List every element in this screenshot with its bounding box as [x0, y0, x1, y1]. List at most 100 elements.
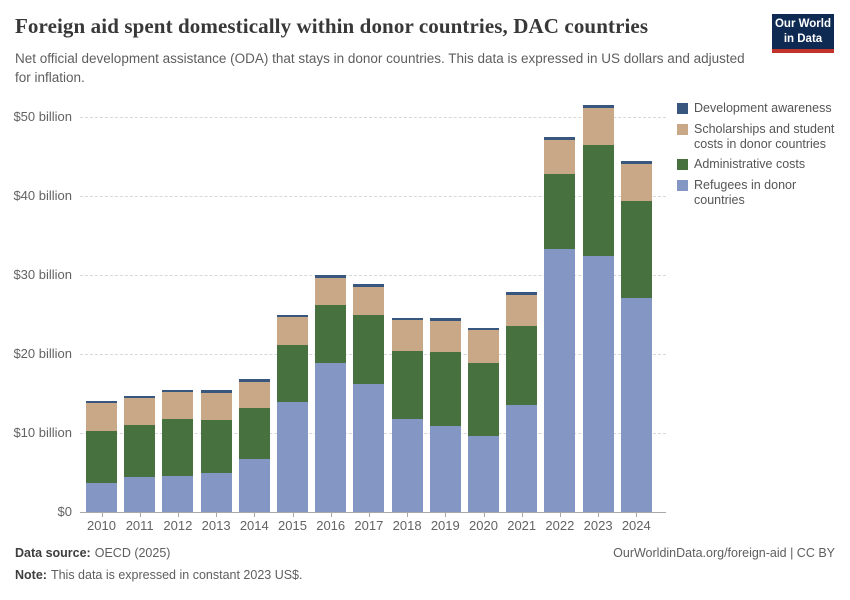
x-axis-label-2015: 2015 [278, 518, 307, 533]
bar-segment-development-awareness-2015[interactable] [277, 314, 308, 317]
bar-segment-refugees-in-donor-countries-2019[interactable] [429, 425, 461, 512]
bar-2010[interactable] [86, 400, 117, 512]
legend-label-scholarships-and-student-costs-in-donor-countries: Scholarships and student costs in donor … [694, 121, 835, 151]
bar-segment-development-awareness-2016[interactable] [315, 275, 347, 279]
credit-link[interactable]: OurWorldinData.org/foreign-aid | CC BY [613, 546, 835, 560]
bar-segment-refugees-in-donor-countries-2022[interactable] [544, 248, 576, 512]
bar-segment-scholarships-and-student-costs-in-donor-countries-2015[interactable] [277, 316, 308, 346]
bar-segment-administrative-costs-2018[interactable] [391, 350, 423, 419]
bar-segment-development-awareness-2017[interactable] [353, 283, 385, 287]
bar-segment-refugees-in-donor-countries-2017[interactable] [353, 384, 385, 512]
bar-2012[interactable] [162, 389, 194, 512]
bar-segment-administrative-costs-2010[interactable] [86, 431, 117, 483]
bar-segment-administrative-costs-2021[interactable] [506, 325, 538, 406]
legend-item-refugees-in-donor-countries[interactable]: Refugees in donor countries [677, 178, 845, 208]
x-axis-tick [483, 512, 485, 517]
x-axis-tick [636, 512, 638, 517]
bar-segment-development-awareness-2023[interactable] [582, 105, 614, 109]
bar-segment-administrative-costs-2014[interactable] [238, 407, 270, 460]
bar-segment-refugees-in-donor-countries-2013[interactable] [200, 473, 232, 512]
bar-segment-scholarships-and-student-costs-in-donor-countries-2024[interactable] [620, 163, 652, 201]
bar-segment-scholarships-and-student-costs-in-donor-countries-2020[interactable] [468, 330, 499, 364]
bar-segment-administrative-costs-2020[interactable] [468, 363, 499, 437]
bar-2021[interactable] [506, 291, 538, 512]
bar-segment-refugees-in-donor-countries-2014[interactable] [238, 459, 270, 512]
bar-segment-refugees-in-donor-countries-2015[interactable] [277, 402, 308, 512]
bar-segment-administrative-costs-2012[interactable] [162, 418, 194, 476]
legend-item-development-awareness[interactable]: Development awareness [677, 101, 845, 116]
bar-segment-refugees-in-donor-countries-2011[interactable] [124, 477, 156, 512]
bar-2018[interactable] [391, 317, 423, 512]
bar-segment-development-awareness-2012[interactable] [162, 389, 194, 392]
bar-segment-administrative-costs-2017[interactable] [353, 315, 385, 384]
bar-segment-administrative-costs-2019[interactable] [429, 351, 461, 426]
x-axis-label-2013: 2013 [201, 518, 231, 533]
bar-segment-development-awareness-2013[interactable] [200, 390, 232, 393]
bar-2017[interactable] [353, 283, 385, 512]
bar-segment-administrative-costs-2016[interactable] [315, 305, 347, 363]
x-axis-label-2017: 2017 [354, 518, 384, 533]
x-axis-tick [559, 512, 561, 517]
bar-2023[interactable] [582, 105, 614, 512]
y-axis-tick-label: $30 billion [13, 267, 72, 282]
bar-2016[interactable] [315, 275, 347, 512]
legend-item-scholarships-and-student-costs-in-donor-countries[interactable]: Scholarships and student costs in donor … [677, 122, 845, 152]
bar-2014[interactable] [238, 379, 270, 512]
bar-segment-scholarships-and-student-costs-in-donor-countries-2010[interactable] [86, 402, 117, 432]
bar-segment-development-awareness-2019[interactable] [429, 318, 461, 321]
bar-segment-administrative-costs-2011[interactable] [124, 425, 156, 478]
bar-segment-scholarships-and-student-costs-in-donor-countries-2013[interactable] [200, 392, 232, 420]
bar-2020[interactable] [468, 327, 499, 512]
bar-segment-development-awareness-2020[interactable] [468, 327, 499, 331]
bar-segment-scholarships-and-student-costs-in-donor-countries-2022[interactable] [544, 139, 576, 174]
bar-segment-administrative-costs-2013[interactable] [200, 419, 232, 474]
owid-logo-line1: Our World [774, 18, 831, 31]
bar-segment-refugees-in-donor-countries-2024[interactable] [620, 297, 652, 512]
bar-segment-scholarships-and-student-costs-in-donor-countries-2014[interactable] [238, 381, 270, 408]
bar-segment-scholarships-and-student-costs-in-donor-countries-2021[interactable] [506, 294, 538, 326]
legend-item-administrative-costs[interactable]: Administrative costs [677, 157, 845, 172]
bar-segment-refugees-in-donor-countries-2018[interactable] [391, 418, 423, 512]
bar-segment-refugees-in-donor-countries-2020[interactable] [468, 436, 499, 512]
x-axis-tick [177, 512, 179, 517]
bar-segment-administrative-costs-2023[interactable] [582, 144, 614, 256]
bar-segment-scholarships-and-student-costs-in-donor-countries-2023[interactable] [582, 108, 614, 145]
bar-segment-administrative-costs-2024[interactable] [620, 200, 652, 298]
x-axis-label-2022: 2022 [545, 518, 575, 533]
bar-segment-scholarships-and-student-costs-in-donor-countries-2019[interactable] [429, 320, 461, 352]
y-axis-tick-label: $20 billion [13, 346, 72, 361]
data-source-value: OECD (2025) [94, 546, 171, 560]
x-axis-tick [521, 512, 523, 517]
bar-segment-scholarships-and-student-costs-in-donor-countries-2011[interactable] [124, 398, 156, 426]
bar-2015[interactable] [277, 314, 308, 513]
bar-segment-development-awareness-2021[interactable] [506, 291, 538, 295]
bar-2013[interactable] [200, 390, 232, 512]
x-axis-label-2018: 2018 [392, 518, 422, 533]
bar-segment-development-awareness-2014[interactable] [238, 379, 270, 382]
bar-segment-refugees-in-donor-countries-2010[interactable] [86, 482, 117, 512]
chart-subtitle: Net official development assistance (ODA… [15, 51, 745, 85]
bar-2022[interactable] [544, 136, 576, 512]
bar-segment-refugees-in-donor-countries-2021[interactable] [506, 405, 538, 512]
x-axis-label-2023: 2023 [583, 518, 613, 533]
bar-segment-scholarships-and-student-costs-in-donor-countries-2012[interactable] [162, 391, 194, 419]
bar-segment-development-awareness-2011[interactable] [124, 395, 156, 399]
bar-segment-development-awareness-2024[interactable] [620, 161, 652, 164]
bar-2011[interactable] [124, 395, 156, 512]
bar-segment-scholarships-and-student-costs-in-donor-countries-2018[interactable] [391, 320, 423, 351]
bar-segment-refugees-in-donor-countries-2012[interactable] [162, 475, 194, 512]
bar-segment-administrative-costs-2022[interactable] [544, 173, 576, 249]
bar-2019[interactable] [429, 318, 461, 512]
bar-segment-administrative-costs-2015[interactable] [277, 345, 308, 403]
bar-segment-development-awareness-2018[interactable] [391, 317, 423, 321]
bar-segment-development-awareness-2022[interactable] [544, 136, 576, 140]
note-line: Note: This data is expressed in constant … [15, 568, 303, 582]
bar-segment-development-awareness-2010[interactable] [86, 400, 117, 403]
bar-2024[interactable] [620, 161, 652, 512]
bar-segment-refugees-in-donor-countries-2023[interactable] [582, 256, 614, 512]
owid-logo[interactable]: Our World in Data [772, 14, 834, 53]
bar-segment-scholarships-and-student-costs-in-donor-countries-2017[interactable] [353, 286, 385, 316]
bar-segment-scholarships-and-student-costs-in-donor-countries-2016[interactable] [315, 278, 347, 306]
bar-segment-refugees-in-donor-countries-2016[interactable] [315, 362, 347, 512]
